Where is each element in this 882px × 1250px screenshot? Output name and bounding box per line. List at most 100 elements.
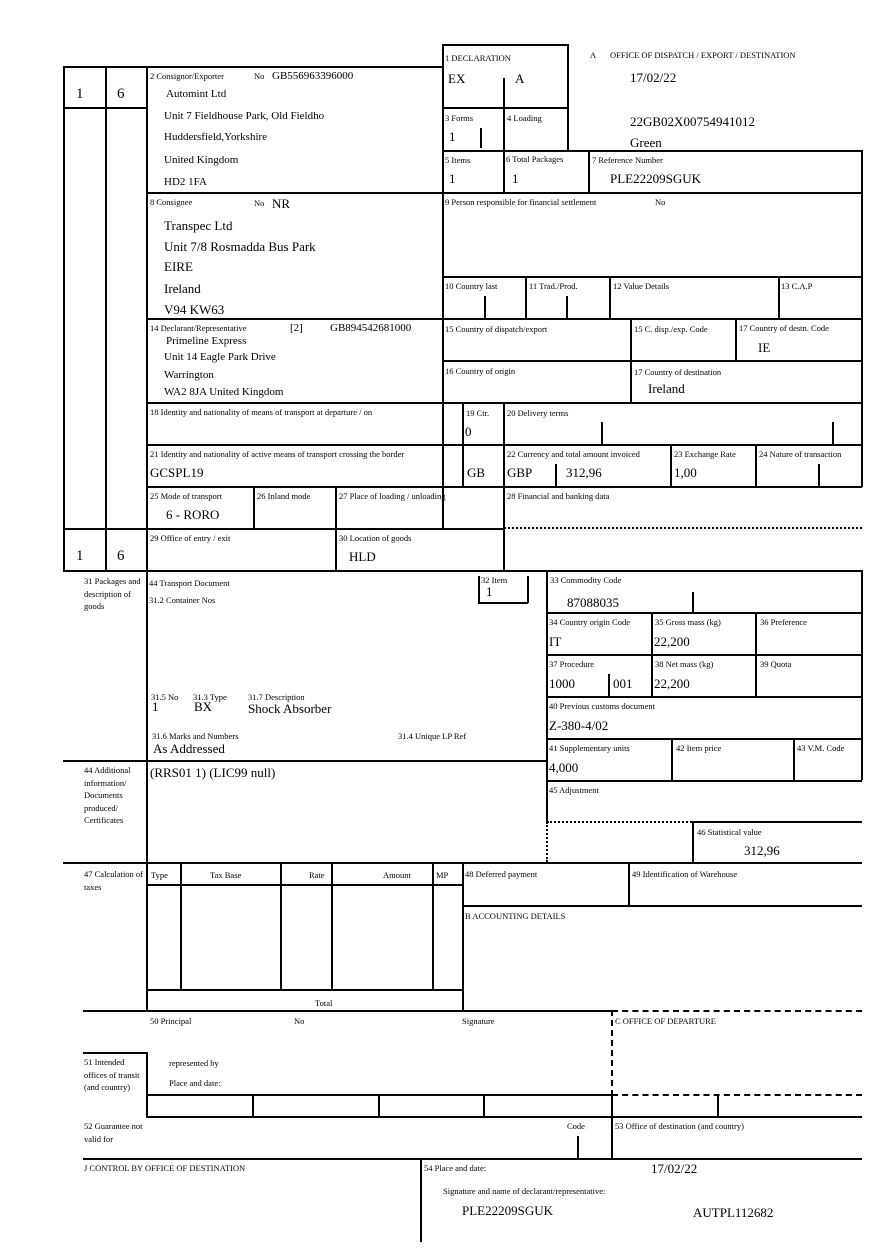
net-mass: 22,200 [654, 676, 690, 691]
currency: GBP [507, 465, 533, 480]
form-rule [483, 1094, 485, 1116]
consignee-number: NR [272, 196, 291, 211]
form-rule [609, 276, 611, 318]
box30-label: 30 Location of goods [339, 533, 412, 543]
box32-label: 32 Item [481, 575, 508, 585]
box12-label: 12 Value Details [613, 281, 670, 291]
route: Green [630, 135, 662, 150]
transport-mode: 6 - RORO [166, 507, 220, 522]
form-rule [818, 464, 820, 486]
form-rule [146, 192, 862, 194]
box21-label: 21 Identity and nationality of active me… [150, 449, 405, 459]
declarant-reference: AUTPL112682 [693, 1205, 774, 1220]
form-rule [670, 444, 672, 486]
consignor-line: Huddersfield,Yorkshire [164, 131, 268, 143]
form-rule [180, 862, 182, 990]
form-rule [146, 444, 862, 446]
box48-label: 48 Deferred payment [465, 869, 538, 879]
box-c-label: C OFFICE OF DEPARTURE [615, 1016, 716, 1026]
box28-label: 28 Financial and banking data [507, 491, 610, 501]
declarant-line: Primeline Express [166, 335, 247, 347]
form-rule [778, 276, 780, 318]
box14-label: 14 Declarant/Representative [150, 323, 247, 333]
form-rule [793, 738, 795, 780]
form-rule [146, 884, 462, 886]
declarant-name: PLE22209SGUK [462, 1203, 554, 1218]
package-type: BX [194, 699, 213, 714]
items-value: 1 [449, 171, 456, 186]
form-rule [378, 1094, 380, 1116]
form-rule [567, 44, 569, 151]
form-rule [420, 1158, 422, 1242]
form-rule [253, 486, 255, 528]
forms-value: 1 [449, 129, 456, 144]
declarant-line: Warrington [164, 369, 214, 381]
form-rule [484, 296, 486, 318]
form-rule [503, 107, 505, 192]
box8-label: 8 Consignee [150, 197, 193, 207]
total-packages-value: 1 [512, 171, 519, 186]
box27-label: 27 Place of loading / unloading [339, 491, 446, 501]
package-no-label: 31.5 No [151, 692, 179, 702]
form-rule [504, 527, 862, 529]
declaration-type: EX [448, 71, 466, 86]
box45-label: 45 Adjustment [549, 785, 599, 795]
form-rule [547, 821, 692, 823]
box50-no-label: No [294, 1016, 305, 1026]
box10-label: 10 Country last [445, 281, 498, 291]
border-transport-id: GCSPL19 [150, 465, 204, 480]
box8-no-label: No [254, 198, 265, 208]
form-rule [861, 150, 863, 487]
declarant-number: GB894542681000 [330, 322, 412, 334]
box46-label: 46 Statistical value [697, 827, 762, 837]
box31-side-label: 31 Packages and description of goods [84, 576, 141, 611]
form-rule [546, 612, 862, 614]
declaration-date: 17/02/22 [651, 1161, 698, 1176]
form-rule [755, 444, 757, 486]
box50-signature-label: Signature [462, 1016, 495, 1026]
copy-number-bottom: 6 [117, 548, 125, 564]
box26-label: 26 Inland mode [257, 491, 311, 501]
form-rule [63, 66, 443, 68]
invoice-amount: 312,96 [566, 465, 602, 480]
form-rule [442, 44, 568, 46]
box52-code-label: Code [567, 1121, 585, 1131]
box40-label: 40 Previous customs document [549, 701, 656, 711]
form-rule [63, 760, 547, 762]
box24-label: 24 Nature of transaction [759, 449, 842, 459]
supplementary-units: 4,000 [549, 760, 579, 775]
box34-label: 34 Country origin Code [549, 617, 630, 627]
form-rule [612, 1094, 862, 1096]
unique-lp-ref-label: 31.4 Unique LP Ref [398, 731, 467, 741]
form-rule [608, 674, 610, 696]
form-rule [692, 592, 694, 612]
form-rule [442, 360, 862, 362]
consignee-line: Unit 7/8 Rosmadda Bus Park [164, 239, 316, 254]
mrn: 22GB02X00754941012 [630, 114, 755, 129]
dispatch-date: 17/02/22 [630, 70, 677, 85]
box15c-label: 15 C. disp./exp. Code [634, 324, 708, 334]
tax-col-rate: Rate [309, 870, 325, 880]
box9-label: 9 Person responsible for financial settl… [445, 197, 597, 207]
box9-no-label: No [655, 197, 666, 207]
marks-value: As Addressed [153, 741, 225, 756]
box22-label: 22 Currency and total amount invoiced [507, 449, 640, 459]
form-rule [442, 276, 862, 278]
consignor-line: United Kingdom [164, 154, 239, 166]
box43-label: 43 V.M. Code [797, 743, 845, 753]
box3-label: 3 Forms [445, 113, 474, 123]
form-rule [83, 1052, 147, 1054]
form-rule [480, 128, 482, 148]
procedure-code: 1000 [549, 676, 575, 691]
exchange-rate: 1,00 [674, 465, 697, 480]
form-rule [146, 318, 862, 320]
form-rule [692, 821, 694, 862]
form-rule [612, 1010, 862, 1012]
package-type-label: 31.3 Type [193, 692, 227, 702]
declarant-line: WA2 8JA United Kingdom [164, 386, 284, 398]
box11-label: 11 Trad./Prod. [529, 281, 578, 291]
box15-label: 15 Country of dispatch/export [445, 324, 548, 334]
representative-code: [2] [290, 322, 303, 334]
represented-by-label: represented by [169, 1058, 219, 1068]
box33-label: 33 Commodity Code [550, 575, 622, 585]
